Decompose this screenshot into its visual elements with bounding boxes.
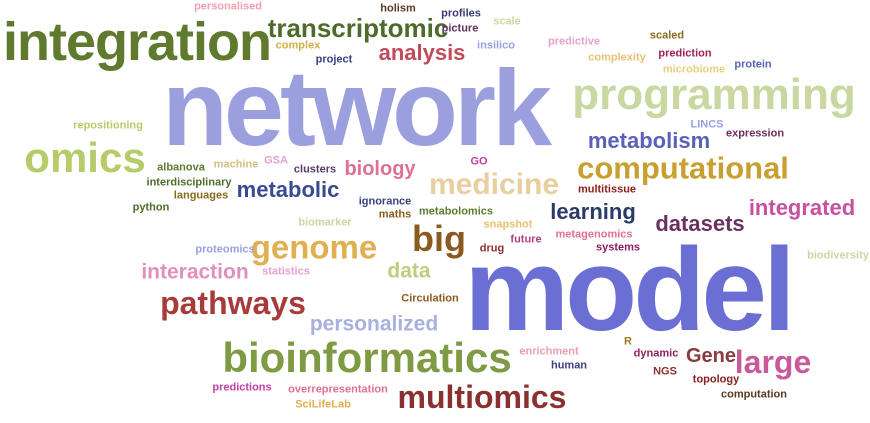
word-machine: machine bbox=[213, 158, 259, 171]
word-biology: biology bbox=[344, 158, 416, 180]
word-languages: languages bbox=[173, 189, 229, 202]
word-metagenomics: metagenomics bbox=[555, 228, 633, 241]
word-transcriptomic: transcriptomic bbox=[267, 13, 449, 43]
word-proteomics: proteomics bbox=[195, 243, 255, 256]
word-python: python bbox=[132, 201, 170, 214]
word-large: large bbox=[734, 344, 812, 380]
word-interdisciplinary: interdisciplinary bbox=[146, 176, 232, 189]
word-metabolic: metabolic bbox=[236, 177, 340, 202]
word-integration: integration bbox=[3, 12, 272, 72]
word-gsa: GSA bbox=[264, 154, 288, 167]
word-medicine: medicine bbox=[428, 168, 560, 201]
word-complexity: complexity bbox=[588, 51, 646, 64]
word-biomarker: biomarker bbox=[298, 216, 352, 229]
word-systems: systems bbox=[595, 241, 641, 254]
word-multiomics: multiomics bbox=[397, 379, 567, 415]
word-scaled: scaled bbox=[649, 29, 685, 42]
word-future: future bbox=[510, 233, 542, 246]
word-computation: computation bbox=[721, 388, 787, 401]
word-datasets: datasets bbox=[655, 211, 745, 236]
word-computational: computational bbox=[577, 150, 789, 186]
word-gene: Gene bbox=[685, 345, 737, 367]
word-project: project bbox=[315, 53, 353, 66]
word-prediction: prediction bbox=[658, 47, 712, 60]
word-ngs: NGS bbox=[653, 365, 677, 378]
word-microbiome: microbiome bbox=[662, 63, 726, 76]
word-repositioning: repositioning bbox=[73, 119, 143, 132]
word-metabolism: metabolism bbox=[587, 128, 711, 153]
word-dynamic: dynamic bbox=[633, 347, 679, 360]
word-snapshot: snapshot bbox=[483, 218, 533, 231]
word-profiles: profiles bbox=[441, 7, 481, 20]
word-genome: genome bbox=[250, 228, 378, 266]
word-learning: learning bbox=[550, 199, 636, 224]
word-metabolomics: metabolomics bbox=[419, 205, 493, 218]
word-pathways: pathways bbox=[160, 285, 306, 321]
word-protein: protein bbox=[734, 58, 772, 71]
word-expression: expression bbox=[725, 127, 785, 140]
word-statistics: statistics bbox=[262, 265, 310, 278]
word-personalised: personalised bbox=[194, 0, 262, 13]
word-circulation: Circulation bbox=[401, 292, 459, 305]
word-predictions: predictions bbox=[212, 381, 272, 394]
word-personalized: personalized bbox=[309, 312, 439, 336]
word-lincs: LINCS bbox=[690, 118, 724, 131]
word-human: human bbox=[550, 359, 588, 372]
word-topology: topology bbox=[692, 373, 740, 386]
word-predictive: predictive bbox=[548, 35, 600, 48]
word-data: data bbox=[387, 259, 431, 283]
word-clusters: clusters bbox=[293, 163, 337, 176]
word-picture: picture bbox=[441, 22, 479, 35]
word-programming: programming bbox=[572, 70, 856, 119]
word-drug: drug bbox=[479, 242, 505, 255]
word-analysis: analysis bbox=[378, 40, 466, 65]
word-network: network bbox=[161, 47, 552, 168]
word-omics: omics bbox=[24, 134, 146, 181]
word-enrichment: enrichment bbox=[519, 345, 579, 358]
word-big: big bbox=[412, 218, 466, 259]
word-integrated: integrated bbox=[748, 195, 856, 220]
word-complex: complex bbox=[275, 39, 321, 52]
word-holism: holism bbox=[380, 2, 416, 15]
word-maths: maths bbox=[378, 208, 412, 221]
word-scale: scale bbox=[493, 15, 521, 28]
word-biodiversity: biodiversity bbox=[807, 249, 869, 262]
word-ignorance: ignorance bbox=[358, 195, 412, 208]
word-model: model bbox=[464, 224, 795, 356]
word-albanova: albanova bbox=[157, 161, 205, 174]
word-interaction: interaction bbox=[141, 260, 249, 284]
word-scilifelab: SciLifeLab bbox=[295, 398, 351, 411]
word-bioinformatics: bioinformatics bbox=[222, 334, 512, 381]
word-insilico: insilico bbox=[477, 39, 515, 52]
word-go: GO bbox=[470, 155, 488, 168]
word-overrepresentation: overrepresentation bbox=[288, 383, 388, 396]
word-multitissue: multitissue bbox=[577, 183, 637, 196]
word-r: R bbox=[624, 335, 632, 348]
